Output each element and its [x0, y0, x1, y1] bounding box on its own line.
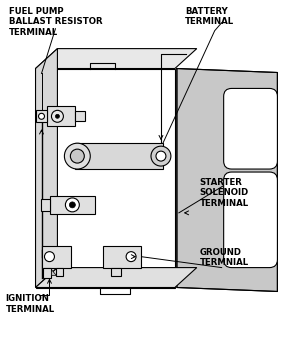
Text: FUEL PUMP
BALLAST RESISTOR
TERMINAL: FUEL PUMP BALLAST RESISTOR TERMINAL: [9, 7, 102, 37]
Text: IGNITION
TERMINAL: IGNITION TERMINAL: [6, 294, 55, 314]
Polygon shape: [56, 267, 63, 275]
Polygon shape: [75, 143, 163, 169]
Polygon shape: [35, 49, 197, 68]
Polygon shape: [52, 270, 56, 275]
Circle shape: [151, 146, 171, 166]
Polygon shape: [35, 267, 197, 288]
Circle shape: [64, 143, 90, 169]
Polygon shape: [103, 246, 141, 267]
Circle shape: [38, 113, 44, 119]
Polygon shape: [177, 68, 278, 292]
Circle shape: [156, 151, 166, 161]
Polygon shape: [44, 267, 52, 278]
Polygon shape: [75, 111, 85, 121]
Polygon shape: [35, 110, 47, 122]
Circle shape: [52, 110, 63, 122]
Polygon shape: [111, 267, 121, 275]
Text: GROUND
TERMNIAL: GROUND TERMNIAL: [200, 248, 249, 267]
Polygon shape: [50, 196, 95, 214]
Text: BATTERY
TERMINAL: BATTERY TERMINAL: [185, 7, 234, 26]
Polygon shape: [40, 199, 50, 211]
Circle shape: [65, 198, 79, 212]
Circle shape: [44, 252, 54, 262]
Polygon shape: [35, 68, 175, 288]
Circle shape: [70, 149, 84, 163]
Polygon shape: [47, 106, 75, 126]
Polygon shape: [41, 246, 71, 267]
Circle shape: [56, 114, 59, 118]
Circle shape: [69, 202, 75, 208]
FancyBboxPatch shape: [224, 89, 278, 169]
FancyBboxPatch shape: [224, 172, 278, 267]
Text: STARTER
SOLENOID
TERMINAL: STARTER SOLENOID TERMINAL: [200, 178, 249, 208]
Polygon shape: [35, 49, 57, 288]
Circle shape: [126, 252, 136, 262]
